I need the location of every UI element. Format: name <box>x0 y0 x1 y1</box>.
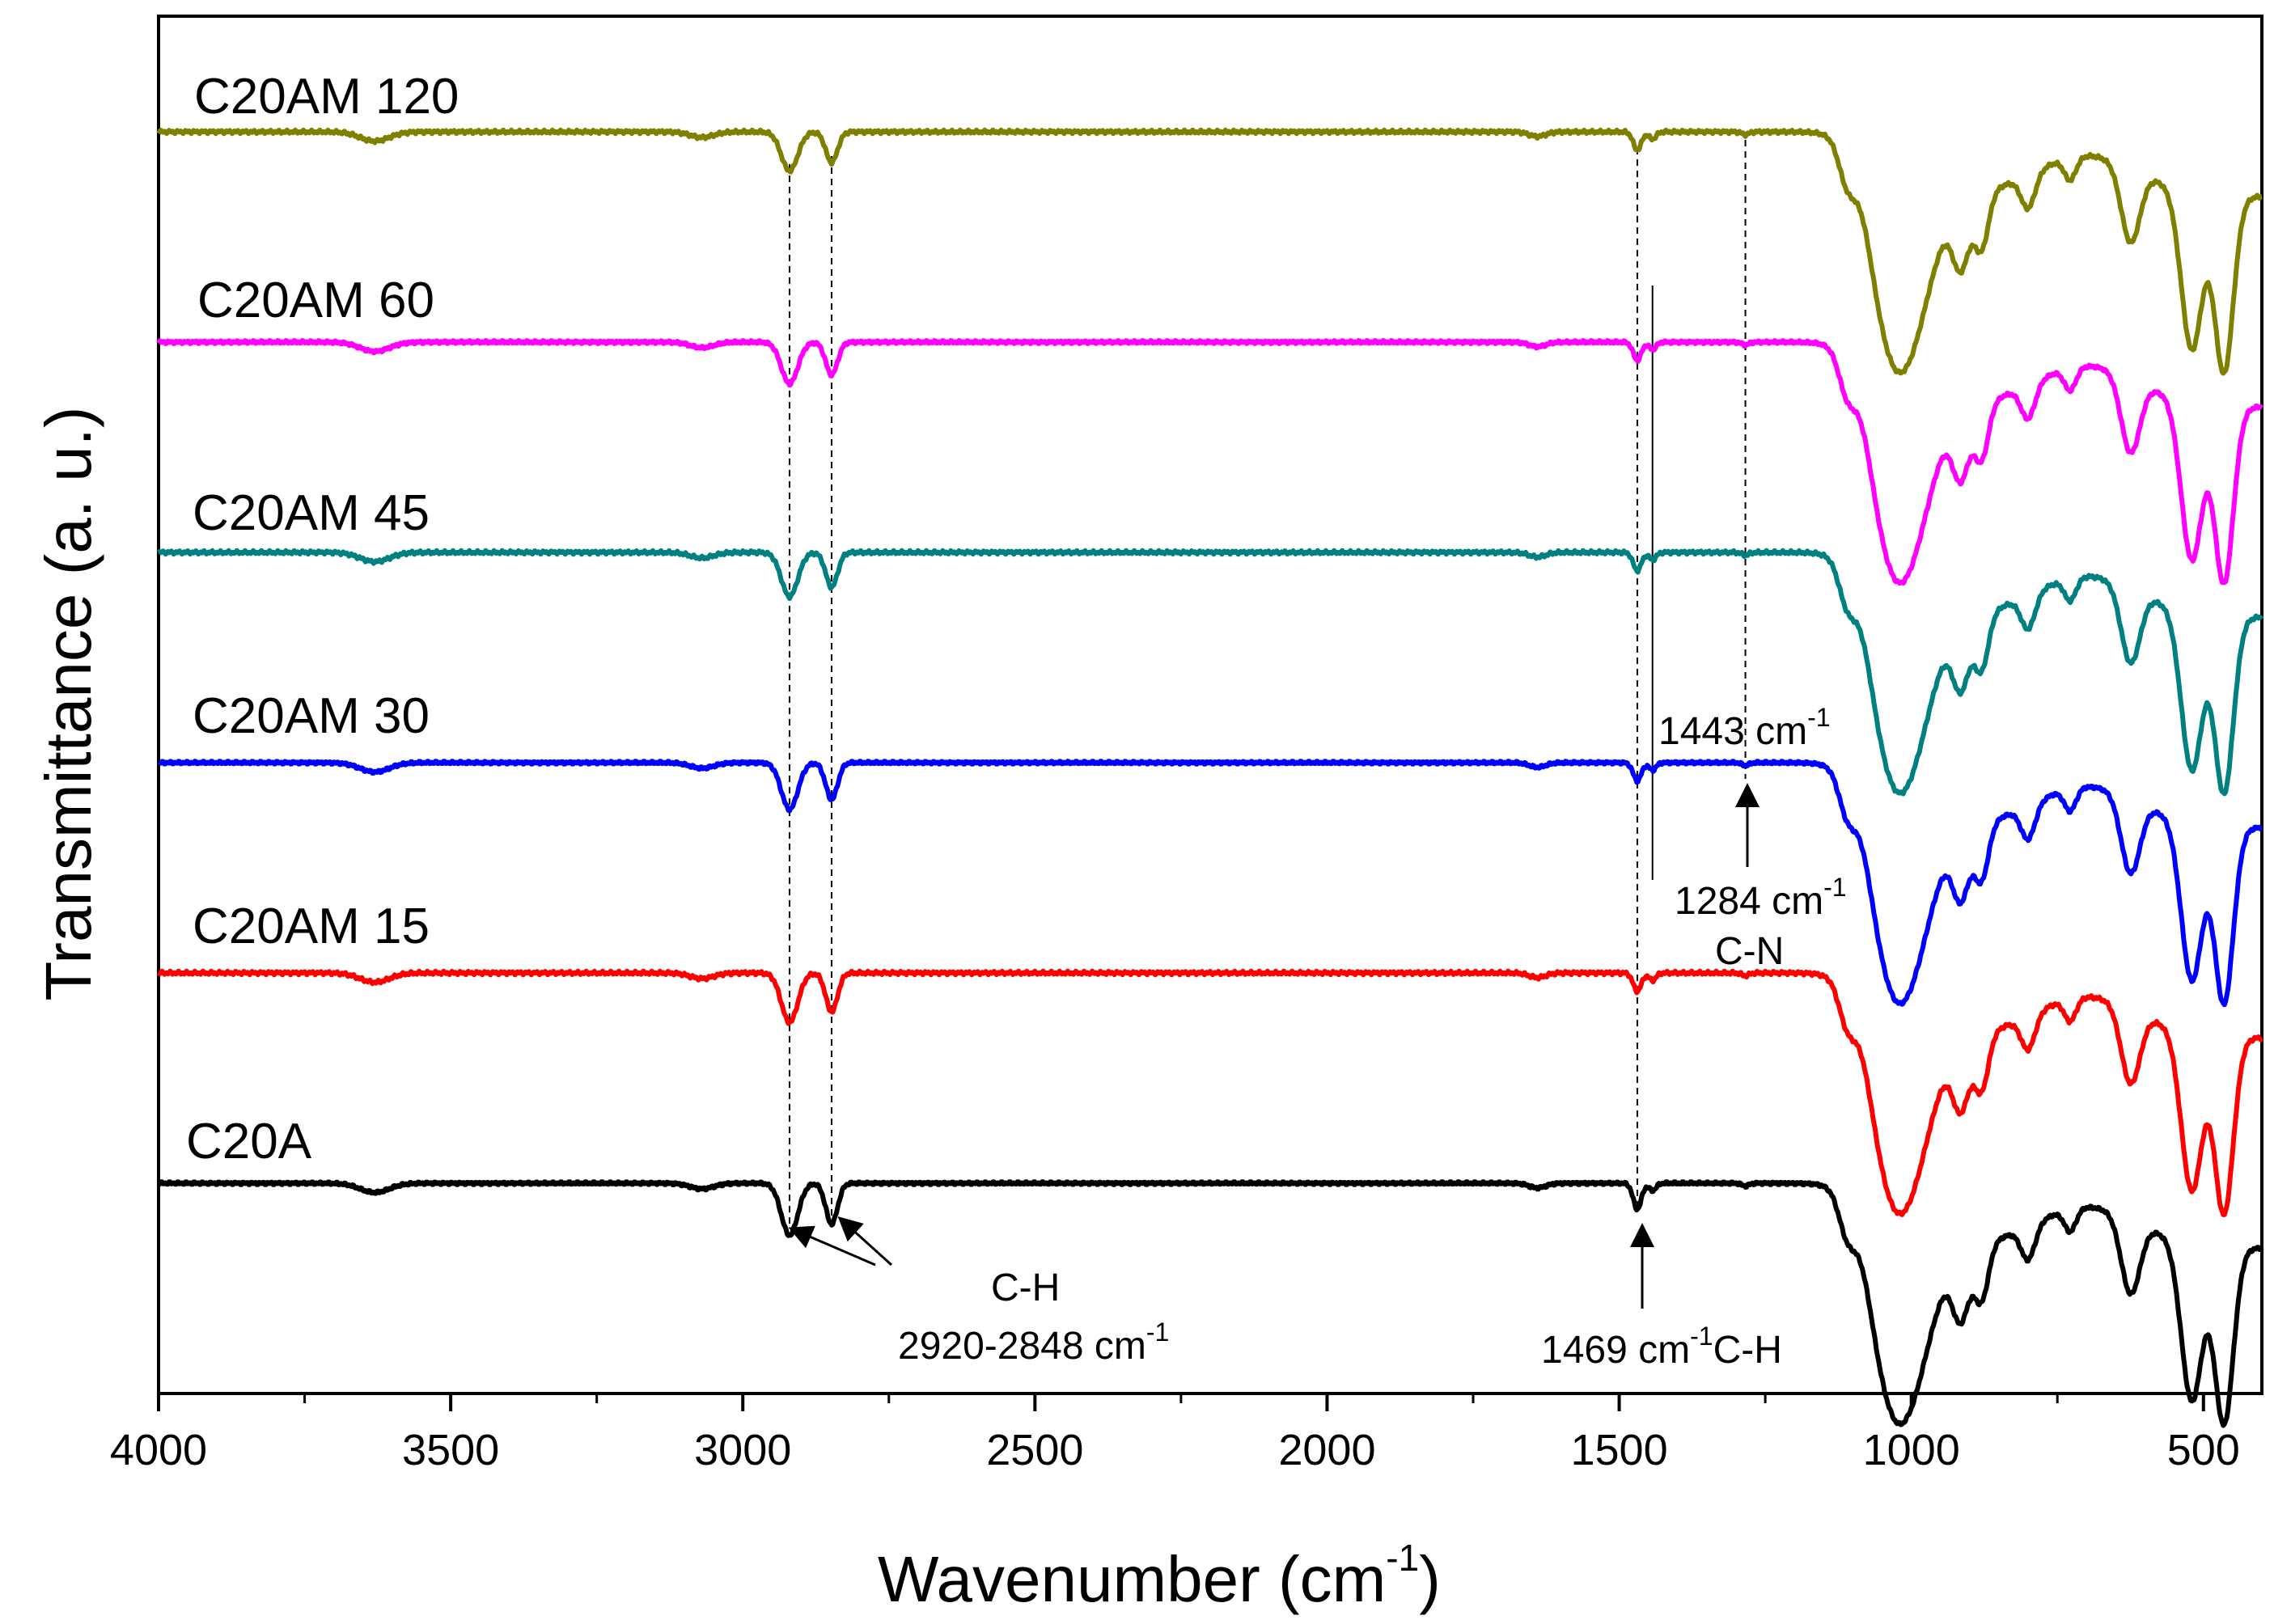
series-line-c20am45 <box>156 548 2264 797</box>
annotation-ch-label: C-H <box>991 1267 1060 1309</box>
series-label-c20am30: C20AM 30 <box>193 688 430 744</box>
annotation-1469-label: 1469 cm-1C-H <box>1541 1322 1782 1372</box>
annotation-cn-label: C-N <box>1715 930 1784 973</box>
series-line-c20am30 <box>157 759 2263 1008</box>
annotation-ch-stretch: C-H 2920-2848 cm-1 <box>788 1216 1169 1368</box>
series-label-c20am60: C20AM 60 <box>197 273 434 328</box>
series-label-c20am45: C20AM 45 <box>193 485 430 541</box>
x-tick-label: 3000 <box>694 1426 791 1474</box>
annotation-1469: 1469 cm-1C-H <box>1541 1223 1782 1372</box>
x-tick-label: 1500 <box>1570 1426 1667 1474</box>
annotation-1284: 1284 cm-1 C-N <box>1675 783 1847 973</box>
y-axis-title: Transmittance (a. u.) <box>32 406 104 1000</box>
annotation-1284-label: 1284 cm-1 <box>1675 873 1847 923</box>
x-tick-label: 2000 <box>1278 1426 1375 1474</box>
series-label-c20am120: C20AM 120 <box>194 69 459 125</box>
annotation-ch-range: 2920-2848 cm-1 <box>898 1317 1169 1368</box>
x-tick-label: 1000 <box>1863 1426 1960 1474</box>
annotation-1443: 1443 cm-1 <box>1658 703 1831 753</box>
x-axis-title: Wavenumber (cm-1) <box>878 1537 1441 1615</box>
x-tick-label: 3500 <box>402 1426 499 1474</box>
series-label-c20a: C20A <box>186 1114 312 1169</box>
series-label-c20am15: C20AM 15 <box>193 899 430 954</box>
series-line-c20am15 <box>156 968 2264 1217</box>
x-tick-label: 2500 <box>986 1426 1083 1474</box>
x-axis-ticks: 4000 3500 3000 2500 2000 1500 1000 500 <box>110 1394 2240 1474</box>
series-line-c20am60 <box>156 338 2264 586</box>
series-line-c20am120 <box>156 127 2263 376</box>
annotation-1443-label: 1443 cm-1 <box>1658 703 1831 753</box>
reference-lines <box>789 140 1747 1224</box>
series-line-c20a <box>157 1179 2264 1428</box>
x-tick-label: 500 <box>2167 1426 2240 1474</box>
series-group <box>156 127 2264 1428</box>
plot-frame <box>157 15 2263 1395</box>
x-tick-label: 4000 <box>110 1426 207 1474</box>
